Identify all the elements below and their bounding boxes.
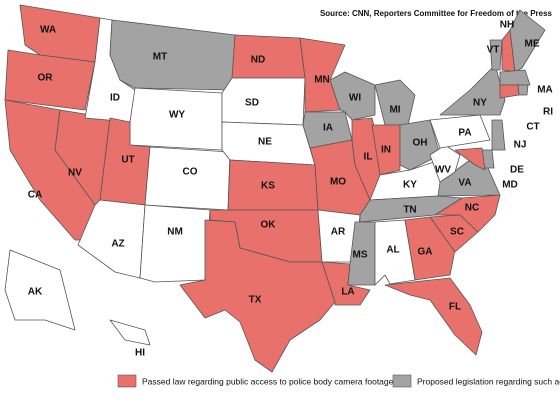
state-label: MI xyxy=(389,105,400,116)
state xyxy=(499,69,531,86)
state-label: SC xyxy=(450,227,464,238)
state-label: WV xyxy=(435,165,451,176)
state xyxy=(489,39,503,71)
legend-swatch xyxy=(117,374,137,388)
state xyxy=(434,194,501,233)
state-label: CA xyxy=(28,190,42,201)
state-label: CO xyxy=(183,167,198,178)
state-label: SD xyxy=(245,98,259,109)
state-label: AL xyxy=(386,245,399,256)
state-label: KY xyxy=(403,180,417,191)
state-label: IL xyxy=(364,152,373,163)
state xyxy=(429,114,491,149)
legend-label: Proposed legislation regarding such acce… xyxy=(417,376,560,386)
state xyxy=(109,19,236,91)
state xyxy=(439,64,506,116)
state xyxy=(371,124,401,176)
state-label: NH xyxy=(500,20,514,31)
state-label: KS xyxy=(261,181,275,192)
state-label: WY xyxy=(169,110,185,121)
state xyxy=(399,119,441,171)
state xyxy=(129,87,223,151)
state xyxy=(517,84,529,96)
state xyxy=(221,77,306,126)
state-label: MT xyxy=(153,52,167,63)
state-label: TX xyxy=(249,295,262,306)
state xyxy=(109,319,151,346)
state xyxy=(404,216,456,281)
state-label: ID xyxy=(110,93,120,104)
state-label: AZ xyxy=(111,239,124,250)
state-label: NM xyxy=(167,227,183,238)
state-label: OH xyxy=(413,138,428,149)
state xyxy=(4,49,96,111)
state xyxy=(139,204,211,283)
state-label: NV xyxy=(68,168,82,179)
legend-swatch xyxy=(392,374,412,388)
state-label: WA xyxy=(40,25,56,36)
state xyxy=(499,84,520,99)
state-label: WI xyxy=(349,93,361,104)
source: Source: CNN, Reporters Committee for Fre… xyxy=(320,9,553,18)
state-label: MA xyxy=(537,85,553,96)
state-label: GA xyxy=(418,247,433,258)
state xyxy=(509,9,546,73)
state-label: ND xyxy=(251,55,265,66)
state-label: RI xyxy=(543,107,553,118)
state-label: DE xyxy=(510,165,524,176)
state-label: MO xyxy=(330,177,346,188)
state-label: TN xyxy=(403,205,416,216)
state xyxy=(454,147,486,171)
state-label: LA xyxy=(341,287,354,298)
state-label: MS xyxy=(353,250,368,261)
state-label: ME xyxy=(525,39,540,50)
state-label: AK xyxy=(28,287,43,298)
state-label: IN xyxy=(381,145,391,156)
state-label: NE xyxy=(258,137,272,148)
state-label: CT xyxy=(526,122,539,133)
state-label: MN xyxy=(314,75,330,86)
state xyxy=(384,277,483,356)
state-label: OK xyxy=(261,220,277,231)
state-label: FL xyxy=(449,302,461,313)
state-label: HI xyxy=(135,348,145,359)
state-label: MD xyxy=(502,180,518,191)
state xyxy=(4,249,76,331)
state xyxy=(329,71,376,121)
state xyxy=(231,34,306,79)
state xyxy=(374,79,416,126)
state-label: UT xyxy=(121,155,134,166)
state-label: VA xyxy=(458,178,471,189)
state-label: AR xyxy=(331,227,346,238)
state xyxy=(144,146,231,211)
state xyxy=(179,219,336,373)
state-label: NY xyxy=(473,98,487,109)
state-label: OR xyxy=(38,73,54,84)
state-label: NJ xyxy=(514,140,527,151)
legend-label: Passed law regarding public access to po… xyxy=(142,376,394,386)
state xyxy=(491,119,506,151)
state xyxy=(347,221,376,286)
state-label: NC xyxy=(465,203,479,214)
state-label: VT xyxy=(487,45,500,56)
state-label: IA xyxy=(323,123,333,134)
state-label: PA xyxy=(458,128,471,139)
